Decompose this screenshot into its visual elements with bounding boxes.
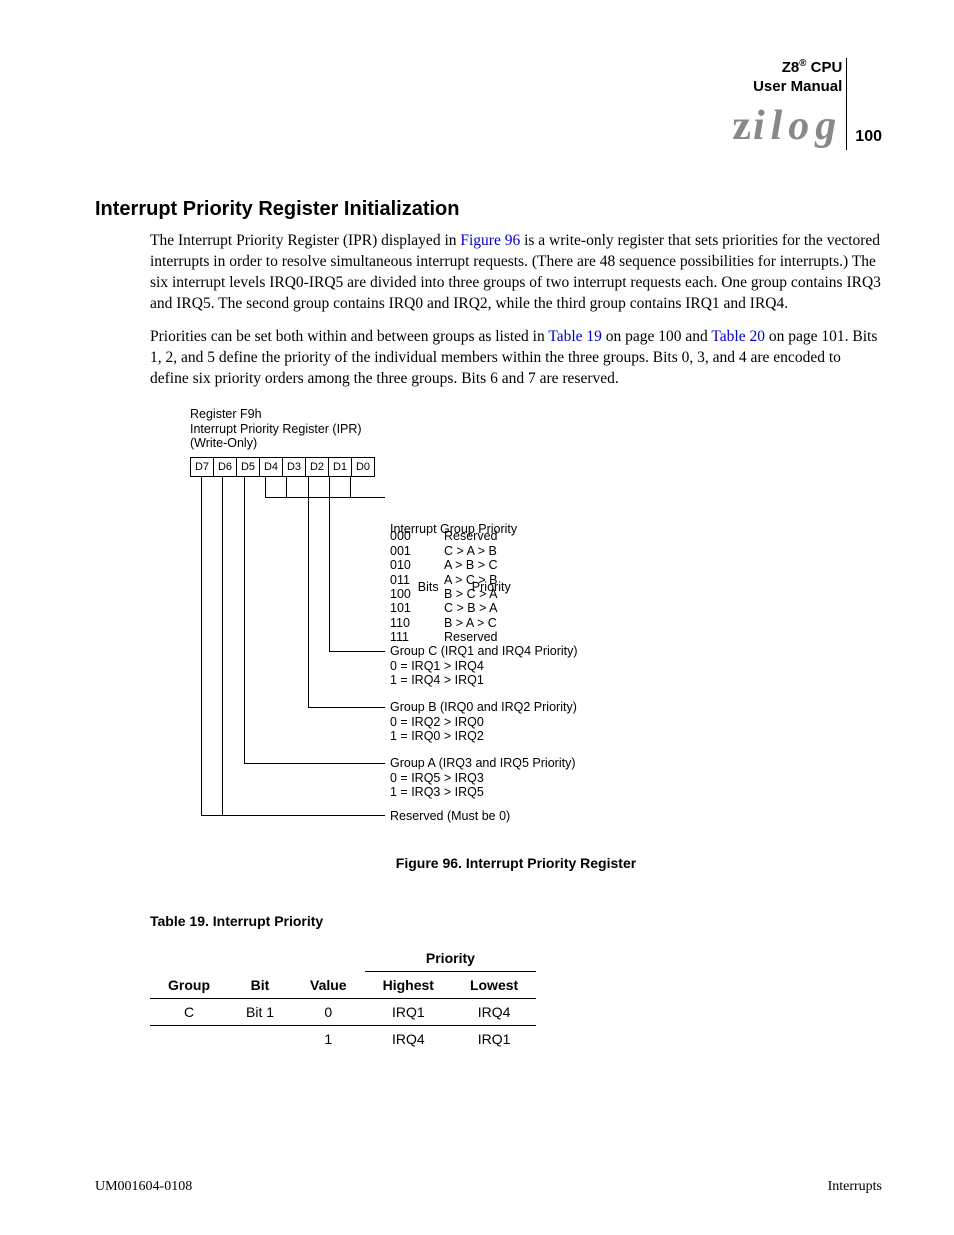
group-a-anno: Group A (IRQ3 and IRQ5 Priority) 0 = IRQ… xyxy=(390,756,576,799)
bit-d0: D0 xyxy=(351,457,375,477)
cell: 1 xyxy=(292,1026,365,1053)
cell xyxy=(228,1026,292,1053)
cell: IRQ4 xyxy=(452,999,536,1026)
link-table-20[interactable]: Table 20 xyxy=(711,328,765,345)
col-highest: Highest xyxy=(365,972,452,999)
group-b-anno: Group B (IRQ0 and IRQ2 Priority) 0 = IRQ… xyxy=(390,700,577,743)
link-figure-96[interactable]: Figure 96 xyxy=(460,232,520,249)
group-prio-rows: 000Reserved001C > A > B010A > B > C011A … xyxy=(390,529,498,644)
cell: IRQ1 xyxy=(452,1026,536,1053)
cell: IRQ1 xyxy=(365,999,452,1026)
cell: C xyxy=(150,999,228,1026)
cell: Bit 1 xyxy=(228,999,292,1026)
col-value: Value xyxy=(292,972,365,999)
col-group: Group xyxy=(150,972,228,999)
zilog-logo: zilog xyxy=(732,105,842,147)
col-bit: Bit xyxy=(228,972,292,999)
link-table-19[interactable]: Table 19 xyxy=(548,328,602,345)
figure-caption: Figure 96. Interrupt Priority Register xyxy=(150,855,882,871)
table-row: C Bit 1 0 IRQ1 IRQ4 xyxy=(150,999,536,1026)
footer-right: Interrupts xyxy=(828,1179,882,1195)
reg-label-3: (Write-Only) xyxy=(190,436,362,450)
table-row: 1 IRQ4 IRQ1 xyxy=(150,1026,536,1053)
col-priority: Priority xyxy=(365,945,537,972)
cell: IRQ4 xyxy=(365,1026,452,1053)
paragraph-1: The Interrupt Priority Register (IPR) di… xyxy=(150,231,882,315)
group-c-anno: Group C (IRQ1 and IRQ4 Priority) 0 = IRQ… xyxy=(390,644,578,687)
bit-d4: D4 xyxy=(259,457,283,477)
bit-d3: D3 xyxy=(282,457,306,477)
footer: UM001604-0108 Interrupts xyxy=(95,1179,882,1195)
section-title: Interrupt Priority Register Initializati… xyxy=(95,198,882,221)
col-lowest: Lowest xyxy=(452,972,536,999)
table-19: Priority Group Bit Value Highest Lowest … xyxy=(150,945,536,1052)
product-line: Z8® CPU xyxy=(732,58,842,78)
bit-d2: D2 xyxy=(305,457,329,477)
reserved-anno: Reserved (Must be 0) xyxy=(390,809,510,823)
table-19-title: Table 19. Interrupt Priority xyxy=(150,913,882,929)
cell xyxy=(150,1026,228,1053)
text: The Interrupt Priority Register (IPR) di… xyxy=(150,232,460,249)
bit-d1: D1 xyxy=(328,457,352,477)
bit-d6: D6 xyxy=(213,457,237,477)
reg-label-2: Interrupt Priority Register (IPR) xyxy=(190,422,362,436)
cell: 0 xyxy=(292,999,365,1026)
page-number: 100 xyxy=(855,128,882,146)
product: Z8 xyxy=(782,59,800,76)
subtitle: User Manual xyxy=(732,78,842,97)
text: on page 100 and xyxy=(602,328,711,345)
bit-d7: D7 xyxy=(190,457,214,477)
reg-label-1: Register F9h xyxy=(190,407,362,421)
header: Z8® CPU User Manual zilog 100 xyxy=(95,58,882,150)
figure-96: Register F9h Interrupt Priority Register… xyxy=(190,407,710,847)
bit-d5: D5 xyxy=(236,457,260,477)
text: Priorities can be set both within and be… xyxy=(150,328,548,345)
paragraph-2: Priorities can be set both within and be… xyxy=(150,327,882,390)
cpu: CPU xyxy=(806,59,842,76)
footer-left: UM001604-0108 xyxy=(95,1179,192,1195)
bit-boxes: D7 D6 D5 D4 D3 D2 D1 D0 xyxy=(190,457,375,477)
